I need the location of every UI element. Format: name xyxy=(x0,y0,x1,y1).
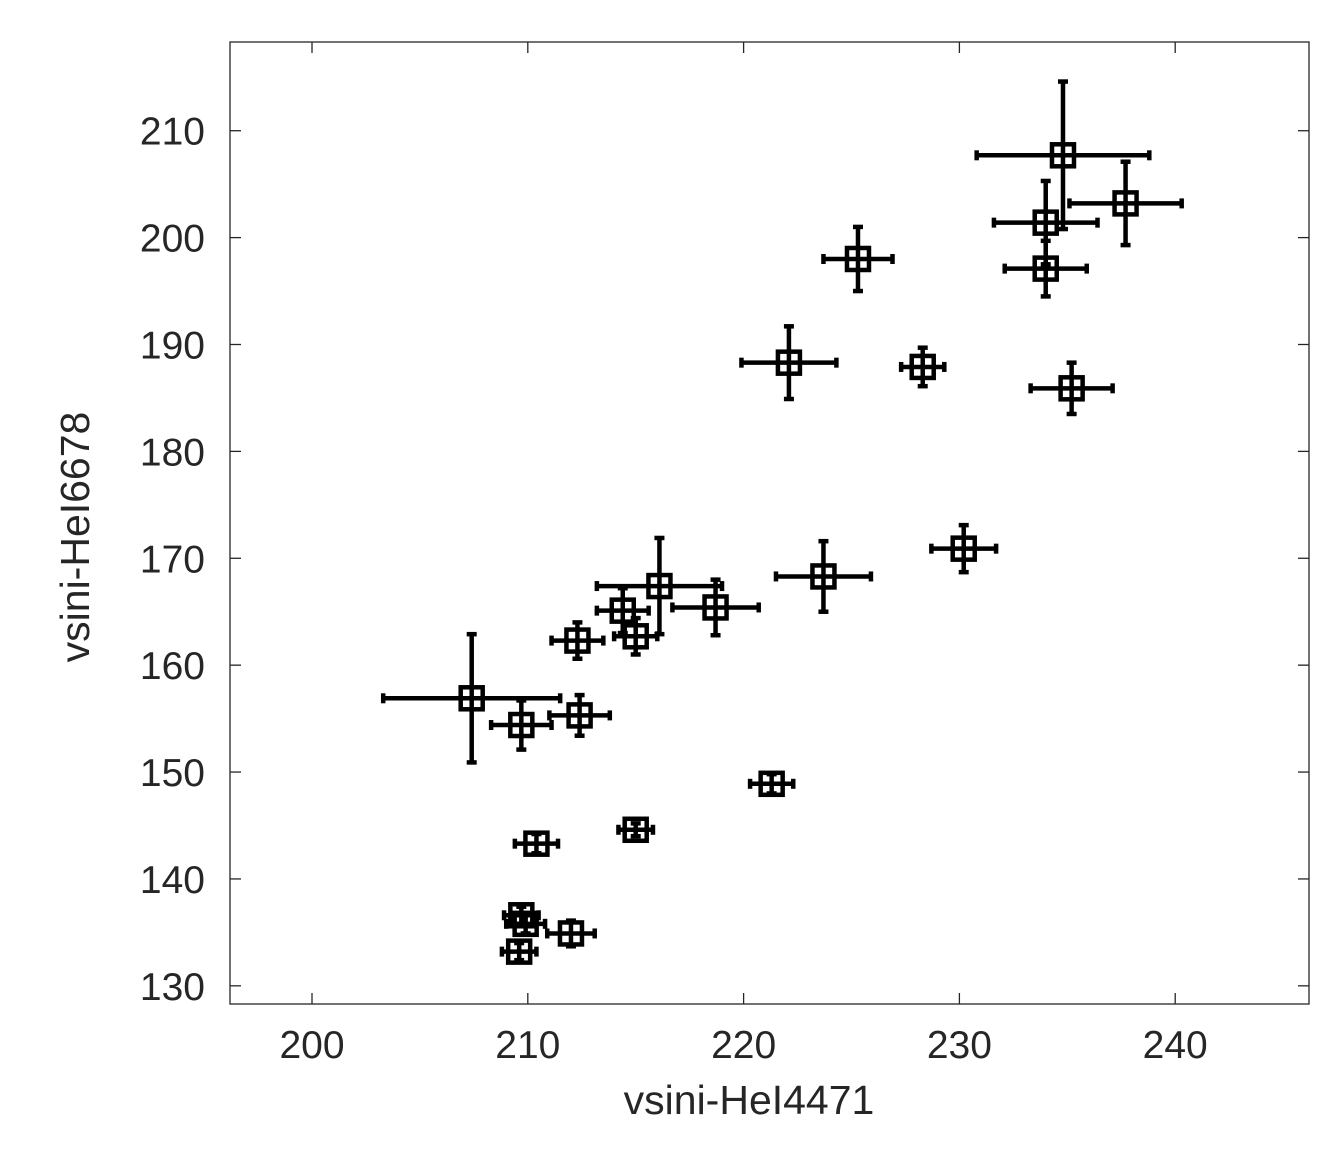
axes-box xyxy=(229,41,1310,1005)
data-point xyxy=(547,692,613,738)
square-marker xyxy=(458,685,485,712)
x-tick-label: 200 xyxy=(279,1024,344,1067)
data-point xyxy=(747,770,796,798)
data-point xyxy=(898,345,947,389)
data-point xyxy=(929,522,999,575)
data-point xyxy=(670,577,761,638)
y-tick-label: 210 xyxy=(140,111,205,154)
data-point xyxy=(503,910,548,938)
data-point xyxy=(739,324,839,402)
x-axis-ticks: 200 210 220 230 240 xyxy=(279,42,1208,1067)
square-marker xyxy=(609,597,637,624)
square-marker xyxy=(844,245,872,273)
square-marker xyxy=(1032,255,1059,282)
square-marker xyxy=(758,770,785,798)
data-point xyxy=(611,615,660,657)
square-marker xyxy=(775,349,803,376)
data-point xyxy=(773,538,874,614)
x-tick-label: 240 xyxy=(1143,1024,1208,1067)
square-marker xyxy=(508,711,535,739)
y-tick-label: 160 xyxy=(140,645,205,688)
data-points xyxy=(380,79,1184,965)
data-point xyxy=(488,698,554,752)
square-marker xyxy=(1058,375,1085,402)
data-point xyxy=(974,79,1152,232)
data-point xyxy=(512,830,561,857)
x-axis-label: vsini-HeI4471 xyxy=(624,1077,875,1123)
data-point xyxy=(380,631,563,765)
data-point xyxy=(499,938,539,965)
square-marker xyxy=(564,627,591,654)
y-tick-label: 150 xyxy=(140,752,205,795)
square-marker xyxy=(950,535,977,562)
square-marker xyxy=(1112,190,1139,217)
y-tick-label: 200 xyxy=(140,218,205,261)
x-tick-label: 210 xyxy=(495,1024,560,1067)
y-tick-label: 140 xyxy=(140,859,205,902)
data-point xyxy=(544,918,597,949)
square-marker xyxy=(702,594,729,621)
y-tick-label: 130 xyxy=(140,966,205,1009)
square-marker xyxy=(622,623,649,650)
x-tick-label: 220 xyxy=(711,1024,776,1067)
data-point xyxy=(1002,238,1089,299)
data-point xyxy=(821,224,895,294)
data-point xyxy=(616,816,656,844)
square-marker xyxy=(622,816,649,844)
x-tick-label: 230 xyxy=(927,1024,992,1067)
data-point xyxy=(549,620,606,661)
square-marker xyxy=(566,702,593,729)
square-marker xyxy=(557,920,585,947)
y-tick-label: 190 xyxy=(140,324,205,367)
data-point xyxy=(1028,360,1115,417)
square-marker xyxy=(512,910,539,938)
square-marker xyxy=(909,353,936,381)
square-marker xyxy=(1032,209,1059,236)
data-point xyxy=(1067,159,1184,248)
y-tick-label: 170 xyxy=(140,538,205,581)
y-tick-label: 180 xyxy=(140,431,205,474)
axes-frame xyxy=(229,41,1310,1005)
square-marker xyxy=(810,563,837,590)
square-marker xyxy=(1049,142,1077,169)
square-marker xyxy=(505,938,533,965)
square-marker xyxy=(508,902,535,929)
data-point xyxy=(594,535,725,637)
square-marker xyxy=(523,830,550,857)
y-axis-label: vsini-HeI6678 xyxy=(52,412,98,663)
y-axis-ticks: 130 140 150 160 170 180 190 200 210 xyxy=(140,111,1309,1009)
square-marker xyxy=(646,572,673,600)
